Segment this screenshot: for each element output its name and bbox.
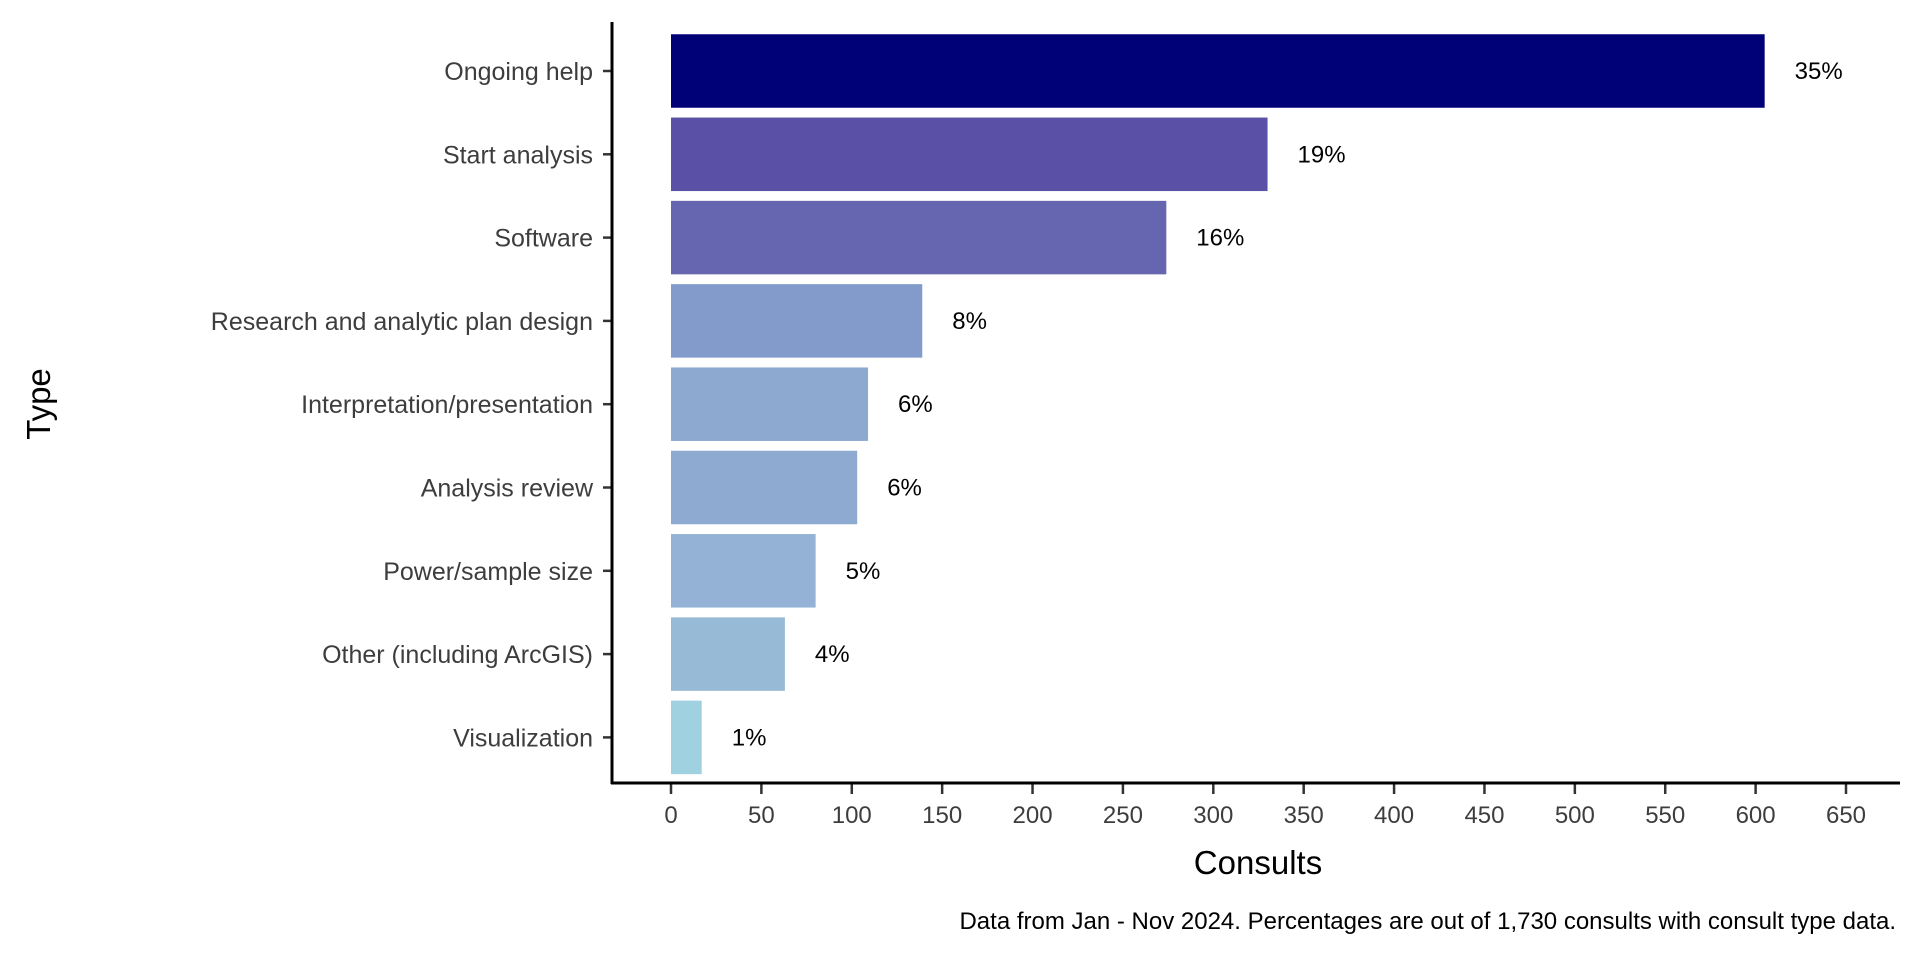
bar — [671, 117, 1268, 192]
x-tick-label: 100 — [832, 802, 872, 829]
data-label: 35% — [1795, 58, 1843, 85]
x-tick-label: 400 — [1374, 802, 1414, 829]
y-tick-label: Analysis review — [421, 475, 594, 503]
x-tick-label: 200 — [1013, 802, 1053, 829]
x-tick-label: 550 — [1645, 802, 1685, 829]
y-tick-label: Research and analytic plan design — [211, 308, 593, 336]
x-tick-label: 450 — [1464, 802, 1504, 829]
y-axis-title: Type — [20, 368, 57, 440]
x-tick-label: 50 — [748, 802, 775, 829]
bar — [671, 367, 869, 441]
bar — [671, 284, 923, 358]
data-label: 16% — [1196, 225, 1244, 252]
y-tick-label: Visualization — [453, 724, 593, 752]
x-tick-label: 500 — [1555, 802, 1595, 829]
bar — [671, 534, 816, 608]
data-label: 8% — [952, 308, 987, 335]
x-tick-label: 0 — [664, 802, 677, 829]
y-tick-label: Power/sample size — [383, 558, 593, 586]
data-label: 5% — [846, 558, 881, 585]
x-axis-title: Consults — [1194, 844, 1322, 881]
x-tick-label: 350 — [1284, 802, 1324, 829]
x-tick-label: 300 — [1193, 802, 1233, 829]
data-label: 19% — [1298, 141, 1346, 168]
data-label: 1% — [732, 724, 767, 751]
bar — [671, 450, 858, 525]
bar — [671, 617, 785, 691]
caption: Data from Jan - Nov 2024. Percentages ar… — [959, 908, 1896, 935]
bar — [671, 200, 1167, 275]
data-label: 6% — [887, 475, 922, 502]
bar — [671, 700, 702, 775]
x-tick-label: 250 — [1103, 802, 1143, 829]
bar — [671, 34, 1765, 108]
x-tick-label: 600 — [1736, 802, 1776, 829]
y-tick-label: Ongoing help — [444, 58, 593, 86]
y-tick-label: Start analysis — [443, 141, 593, 169]
y-tick-label: Other (including ArcGIS) — [322, 641, 593, 669]
x-tick-label: 150 — [922, 802, 962, 829]
x-tick-label: 650 — [1826, 802, 1866, 829]
data-label: 4% — [815, 641, 850, 668]
data-label: 6% — [898, 391, 933, 418]
y-tick-label: Software — [494, 225, 593, 253]
y-tick-label: Interpretation/presentation — [301, 391, 593, 419]
